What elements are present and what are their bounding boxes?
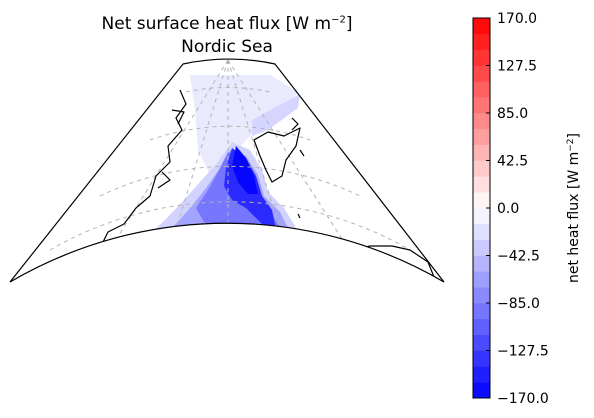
colorbar-tick-label: −85.0 <box>497 296 540 312</box>
colorbar-tick-label: 85.0 <box>497 106 528 122</box>
svalbard-coast <box>253 127 301 183</box>
heat-flux-field <box>38 75 300 348</box>
map-area <box>19 59 437 364</box>
country-border <box>369 249 391 282</box>
parallel-line <box>99 165 361 197</box>
colorbar-tick-label: 127.5 <box>497 59 537 75</box>
colorbar-segment <box>473 176 490 193</box>
colorbar-segment <box>473 334 490 351</box>
colorbar-segment <box>473 271 490 288</box>
colorbar-segment <box>473 382 490 399</box>
colorbar-segment <box>473 97 490 114</box>
norway-coast-west <box>294 290 300 364</box>
parallel-line <box>149 125 311 141</box>
colorbar-label: net heat flux [W m−2] <box>566 133 582 283</box>
colorbar-tick-label: 0.0 <box>497 201 519 217</box>
colorbar-tick-label: 42.5 <box>497 154 528 170</box>
colorbar-segment <box>473 287 490 304</box>
colorbar-tick-label: −127.5 <box>497 344 549 360</box>
colorbar-segment <box>473 350 490 367</box>
colorbar-segment <box>473 255 490 272</box>
flux-band-east-strong <box>246 260 284 282</box>
meridian-line <box>227 59 401 282</box>
country-border <box>311 259 341 282</box>
colorbar-segment <box>473 239 490 256</box>
flux-band-weak-north <box>190 75 298 175</box>
colorbar-tick-label: 170.0 <box>497 11 537 27</box>
colorbar-segment <box>473 223 490 240</box>
greenland-coast <box>19 89 187 282</box>
norway-coast <box>299 245 437 282</box>
flux-band-positive-south <box>148 312 186 348</box>
colorbar-segment <box>473 144 490 161</box>
flux-band-inner-pale <box>160 238 236 282</box>
colorbar-segment <box>473 49 490 66</box>
borders <box>311 249 391 282</box>
faroe-islands <box>185 267 191 273</box>
colorbar-segment <box>473 65 490 82</box>
graticule <box>49 59 411 282</box>
flux-band-pale-outer <box>116 142 300 282</box>
colorbar-segment <box>473 303 490 320</box>
colorbar-segment <box>473 81 490 98</box>
map-boundary <box>9 58 445 283</box>
flux-band-max <box>232 146 258 194</box>
colorbar-segment <box>473 318 490 335</box>
colorbar-tick-label: −170.0 <box>497 391 549 407</box>
colorbar-tick-label: −42.5 <box>497 249 540 265</box>
svalbard-islands <box>291 117 305 157</box>
colorbar-segment <box>473 208 490 225</box>
colorbar-segment <box>473 192 490 209</box>
colorbar-segment <box>473 113 490 130</box>
jan-mayen <box>297 213 301 219</box>
colorbar-segment <box>473 33 490 50</box>
colorbar-segment <box>473 160 490 177</box>
flux-band-sw-patch <box>38 300 74 322</box>
colorbar: 170.0 127.5 85.0 42.5 0.0 −42.5 −85.0 −127.5 −17… <box>472 11 549 407</box>
iceland-coast <box>56 292 134 334</box>
flux-band-east-pale <box>252 94 300 136</box>
colorbar-segment <box>473 128 490 145</box>
map-title: Net surface heat flux [W m−2] <box>101 14 353 34</box>
colorbar-segment <box>473 18 490 35</box>
greenland-coast-detail <box>95 109 185 263</box>
flux-band-south-pale <box>124 296 196 348</box>
colorbar-segment <box>473 366 490 383</box>
map-subtitle: Nordic Sea <box>181 37 273 57</box>
